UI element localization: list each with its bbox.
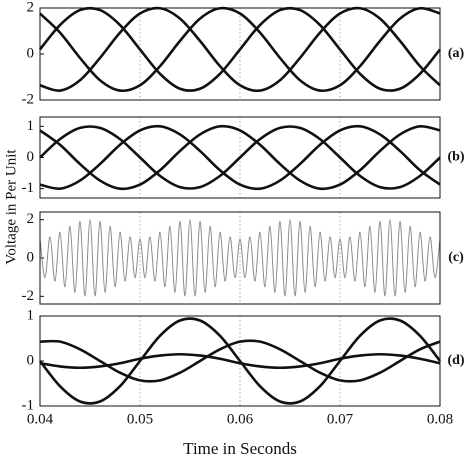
panel-label: (d) (447, 353, 464, 368)
series-line (39, 124, 441, 191)
x-tick-label: 0.07 (327, 411, 354, 427)
plot-frame (39, 211, 441, 305)
series-line (39, 6, 441, 93)
y-tick-label: 0 (27, 249, 35, 265)
y-axis-label: Voltage in Per Unit (3, 149, 19, 265)
y-tick-label: 1 (27, 118, 35, 134)
x-tick-label: 0.08 (427, 411, 453, 427)
y-tick-label: 2 (27, 211, 35, 227)
series-line (38, 6, 442, 92)
y-tick-label: -1 (22, 180, 35, 196)
series-line (39, 6, 441, 93)
y-tick-label: 1 (27, 307, 35, 323)
y-tick-label: 0 (27, 45, 35, 61)
plot-frame (39, 315, 441, 407)
x-tick-label: 0.05 (127, 411, 153, 427)
y-tick-label: 0 (27, 352, 35, 368)
plot-frame (39, 7, 441, 101)
series-line (39, 352, 441, 370)
panel-label: (c) (448, 250, 464, 265)
y-tick-label: 0 (27, 149, 35, 165)
x-axis-label: Time in Seconds (183, 439, 297, 458)
series-line (38, 317, 442, 405)
series-line (39, 124, 441, 191)
panel-label: (b) (447, 150, 464, 165)
series-line (39, 125, 441, 190)
panel-label: (a) (448, 46, 465, 61)
y-tick-label: -1 (22, 397, 35, 413)
y-tick-label: -2 (22, 91, 35, 107)
x-tick-label: 0.06 (227, 411, 254, 427)
plot-frame (39, 116, 441, 199)
x-tick-label: 0.04 (27, 411, 54, 427)
series-line (39, 219, 441, 297)
y-tick-label: -2 (22, 288, 35, 304)
y-tick-label: 2 (27, 0, 35, 15)
